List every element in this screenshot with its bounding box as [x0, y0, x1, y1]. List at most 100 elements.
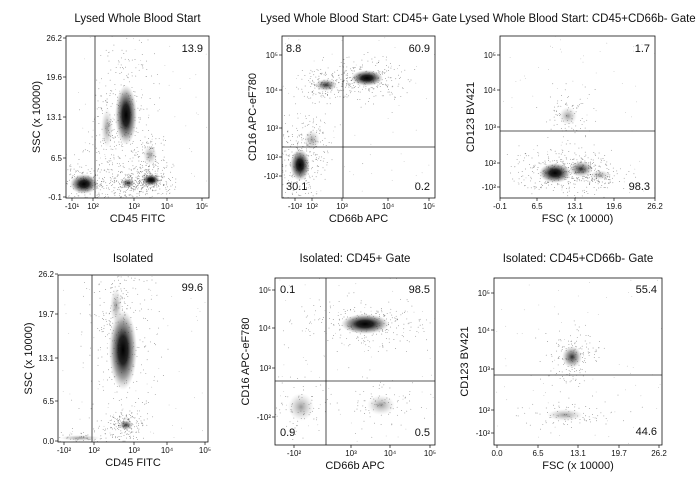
event-dot [370, 310, 372, 312]
event-dot [583, 180, 585, 182]
event-dot [129, 189, 131, 191]
event-dot [303, 95, 305, 97]
event-dot [113, 189, 115, 191]
event-dot [355, 390, 357, 392]
event-dot [389, 94, 391, 96]
event-dot [585, 136, 587, 138]
event-dot [322, 167, 324, 169]
event-dot [283, 135, 284, 137]
event-dot [371, 396, 373, 398]
event-dot [140, 64, 142, 66]
event-dot [574, 343, 576, 345]
event-dot [406, 410, 408, 412]
event-dot [608, 183, 610, 184]
event-dot [145, 168, 147, 170]
event-dot [415, 335, 417, 337]
event-dot [102, 331, 104, 333]
event-dot [146, 186, 148, 188]
event-dot [279, 412, 281, 414]
event-dot [604, 155, 606, 156]
event-dot [581, 195, 583, 197]
event-dot [143, 174, 145, 176]
event-dot [396, 414, 398, 416]
event-dot [388, 301, 390, 303]
event-dot [102, 186, 104, 187]
event-dot [138, 410, 140, 412]
event-dot [146, 193, 148, 195]
event-dot [371, 87, 373, 89]
event-dot [548, 158, 550, 160]
event-dot [587, 180, 589, 182]
event-dot [572, 80, 574, 82]
event-dot [110, 415, 112, 417]
event-dot [558, 406, 560, 408]
event-dot [115, 144, 117, 146]
event-dot [333, 305, 334, 306]
event-dot [304, 85, 306, 87]
event-dot [97, 100, 99, 102]
event-dot [325, 71, 327, 73]
event-dot [102, 311, 104, 313]
event-dot [119, 419, 121, 421]
event-dot [195, 316, 197, 317]
event-dot [59, 440, 61, 442]
event-dot [147, 183, 149, 185]
event-dot [131, 142, 133, 144]
event-dot [96, 420, 98, 422]
event-dot [124, 417, 126, 419]
event-dot [139, 191, 141, 192]
x-tick-label: 13.1 [570, 449, 586, 458]
panel-title: Isolated: CD45+ Gate [300, 253, 411, 265]
event-dot [295, 103, 297, 105]
event-dot [61, 185, 62, 186]
event-dot [96, 79, 98, 81]
event-dot [388, 413, 390, 415]
event-dot [283, 150, 285, 152]
event-dot [309, 185, 311, 187]
event-dot [410, 326, 412, 328]
event-dot [74, 154, 76, 156]
event-dot [106, 320, 108, 322]
event-dot [392, 85, 394, 87]
event-dot [133, 435, 135, 437]
event-dot [100, 95, 102, 97]
event-dot [66, 183, 68, 185]
event-dot [316, 417, 318, 419]
event-dot [161, 175, 162, 177]
event-dot [114, 136, 116, 138]
event-dot [547, 136, 549, 138]
event-dot [568, 186, 570, 188]
event-dot [297, 144, 299, 146]
event-dot [119, 439, 121, 441]
event-dot [346, 337, 348, 339]
event-dot [110, 419, 112, 421]
event-dot [354, 310, 356, 312]
event-dot [146, 185, 148, 187]
event-dot [307, 315, 309, 317]
event-dot [306, 159, 308, 161]
event-dot [158, 137, 160, 139]
event-dot [132, 287, 134, 289]
event-dot [372, 88, 374, 90]
event-dot [117, 96, 119, 98]
event-dot [138, 193, 140, 195]
event-dot [138, 279, 140, 281]
event-dot [579, 347, 581, 349]
event-dot [148, 142, 150, 144]
event-dot [272, 367, 273, 368]
event-dot [385, 84, 387, 86]
event-dot [576, 177, 578, 179]
event-dot [138, 173, 140, 175]
event-dot [588, 94, 590, 96]
event-dot [309, 72, 311, 74]
event-dot [313, 127, 315, 129]
event-dot [397, 68, 398, 70]
event-dot [305, 186, 307, 188]
population-density [315, 79, 337, 91]
event-dot [348, 367, 350, 369]
event-dot [343, 59, 345, 60]
event-dot [317, 424, 319, 426]
event-dot [543, 383, 544, 384]
event-dot [70, 166, 72, 168]
event-dot [296, 86, 298, 88]
